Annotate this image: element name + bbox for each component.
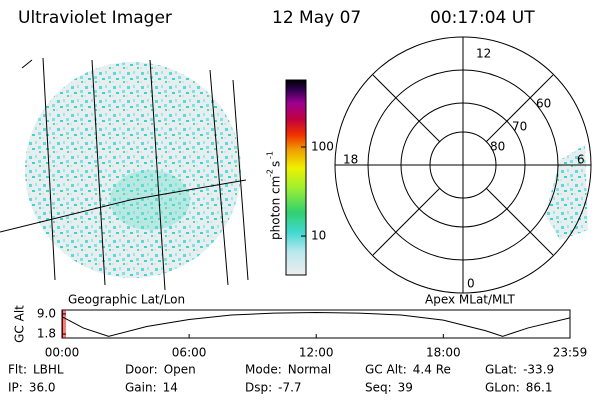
info-value: -33.9 [523,363,554,377]
info-value: 39 [398,381,413,395]
info-value: -7.7 [278,381,301,395]
info-label: Door: [125,363,158,377]
info-label: IP: [8,381,23,395]
colorbar-unit: s [269,161,283,167]
y-axis-label: GC Alt [13,305,27,343]
info-label: Gain: [125,381,157,395]
colorbar-tick-label: 10 [311,229,326,243]
mlt-label: 12 [476,47,491,61]
polar-plot: 12 6 0 18 60 70 80 Apex MLat/MLT [334,36,592,307]
colorbar-exp: -1 [266,151,275,159]
left-label: Geographic Lat/Lon [68,293,185,307]
info-label: Dsp: [245,381,272,395]
lat-label: 70 [512,120,527,134]
info-value: 36.0 [29,381,56,395]
header: Ultraviolet Imager 12 May 07 00:17:04 UT [18,8,535,28]
info-label: GC Alt: [365,363,407,377]
info-value: LBHL [33,363,64,377]
colorbar-tick-label: 100 [311,140,334,154]
image-disk [25,62,241,278]
x-tick-label: 12:00 [299,346,334,360]
x-tick-label: 06:00 [172,346,207,360]
info-label: GLat: [485,363,517,377]
altitude-line [61,312,571,337]
mlt-label: 0 [467,277,475,291]
colorbar: photon cm -2 s -1 10 100 [266,79,334,276]
info-value: 86.1 [526,381,553,395]
mlt-label: 18 [343,153,358,167]
altitude-plot: GC Alt 00:00 06:00 12:00 18:00 23:59 1.8 9.0 [13,305,588,360]
polar-grid [334,36,592,294]
info-value: 4.4 Re [413,363,451,377]
info-value: Open [164,363,196,377]
info-label: Seq: [365,381,392,395]
info-label: GLon: [485,381,520,395]
lat-label: 60 [536,97,551,111]
info-label: Mode: [245,363,282,377]
time: 00:17:04 UT [430,8,535,28]
x-tick-label: 00:00 [45,346,80,360]
colorbar-exp: -2 [266,169,275,177]
geographic-image: Geographic Lat/Lon [0,57,249,307]
y-tick-label: 9.0 [37,306,56,320]
title: Ultraviolet Imager [18,8,172,28]
graticule [0,57,249,291]
mlt-label: 6 [577,153,585,167]
polar-image [545,145,588,240]
info-value: Normal [288,363,331,377]
info-value: 14 [163,381,178,395]
x-tick-label: 23:59 [553,346,588,360]
x-tick-label: 18:00 [426,346,461,360]
colorbar-gradient [285,79,307,276]
lat-label: 80 [490,140,505,154]
y-tick-label: 1.8 [37,327,56,341]
info-label: Flt: [8,363,27,377]
date: 12 May 07 [272,8,361,28]
right-label: Apex MLat/MLT [425,293,515,307]
colorbar-label: photon cm [269,176,283,240]
footer: Flt: LBHL Door: Open Mode: Normal GC Alt: 4.4 R… [8,363,554,395]
